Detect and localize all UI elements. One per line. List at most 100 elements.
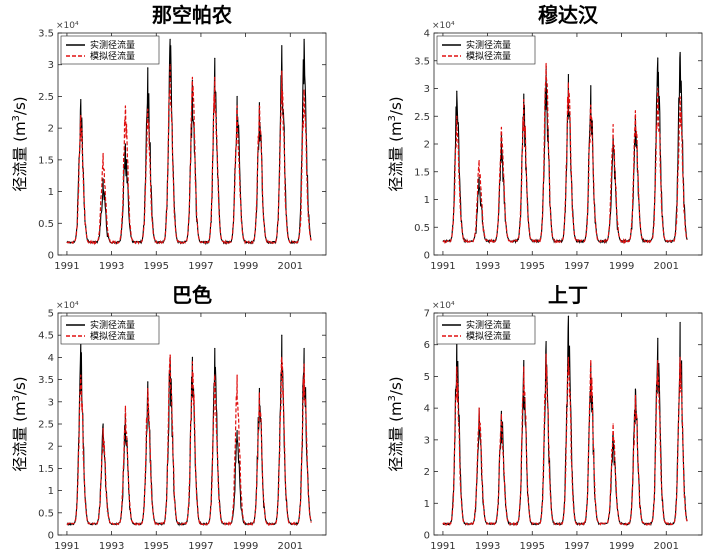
simulated-peak-point xyxy=(80,374,82,376)
y-tick-label: 0.5 xyxy=(38,219,54,230)
y-tick-label: 2 xyxy=(48,442,54,453)
y-tick-label: 2.5 xyxy=(38,420,54,431)
y-tick-label: 1.5 xyxy=(38,155,54,166)
y-exponent-label: ×10⁴ xyxy=(432,301,455,311)
observed-peak-point xyxy=(478,176,480,178)
simulated-peak-point xyxy=(303,89,305,91)
observed-peak-point xyxy=(657,57,659,59)
y-tick-label: 5 xyxy=(48,309,54,320)
y-exponent-label: ×10⁴ xyxy=(432,21,455,31)
y-axis-label: 径流量 (m3/s) xyxy=(387,96,405,191)
legend-observed-label: 实测径流量 xyxy=(90,39,135,51)
observed-peak-point xyxy=(456,90,458,92)
observed-peak-point xyxy=(191,79,194,82)
y-tick-label: 1 xyxy=(48,187,54,198)
x-tick-label: 1997 xyxy=(188,261,213,272)
title-nakhon-phanom: 那空帕农 xyxy=(152,3,232,27)
simulated-peak-point xyxy=(545,353,547,355)
observed-peak-point xyxy=(303,347,305,350)
y-tick-label: 3 xyxy=(424,435,430,446)
simulated-peak-point xyxy=(169,354,171,356)
x-tick-label: 2001 xyxy=(278,541,303,552)
legend-box xyxy=(60,315,160,345)
x-tick-label: 1991 xyxy=(430,261,455,272)
simulated-peak-point xyxy=(124,105,127,107)
simulated-peak-point xyxy=(258,392,261,394)
simulated-series-line xyxy=(442,63,688,245)
simulated-series-line xyxy=(66,64,312,246)
plot-area xyxy=(433,32,703,256)
y-tick-label: 3 xyxy=(48,397,54,408)
simulated-peak-point xyxy=(567,356,570,358)
y-tick-label: 2.5 xyxy=(414,112,430,123)
simulated-peak-point xyxy=(214,76,216,78)
simulated-peak-point xyxy=(612,423,614,425)
legend-simulated-label: 模拟径流量 xyxy=(466,50,511,62)
y-exponent-label: ×10⁴ xyxy=(56,301,79,311)
observed-peak-point xyxy=(236,430,238,432)
simulated-peak-point xyxy=(169,64,171,66)
y-tick-label: 3.5 xyxy=(38,375,54,386)
legend-observed-label: 实测径流量 xyxy=(466,319,511,331)
x-tick-label: 1993 xyxy=(475,541,500,552)
observed-peak-point xyxy=(102,178,104,180)
simulated-peak-point xyxy=(456,366,458,368)
observed-peak-point xyxy=(236,95,238,98)
y-tick-label: 2 xyxy=(424,467,430,478)
x-tick-label: 2001 xyxy=(654,541,679,552)
y-axis-label: 径流量 (m3/s) xyxy=(387,376,405,471)
y-axis-label: 径流量 (m3/s) xyxy=(11,376,29,471)
y-tick-label: 0.5 xyxy=(414,223,430,234)
x-tick-label: 1991 xyxy=(54,541,79,552)
observed-peak-point xyxy=(258,102,261,104)
observed-peak-point xyxy=(634,388,637,390)
observed-peak-point xyxy=(500,410,503,412)
simulated-peak-point xyxy=(147,387,149,390)
y-axis-label: 径流量 (m3/s) xyxy=(11,96,29,191)
simulated-peak-point xyxy=(590,359,592,362)
legend-box xyxy=(436,315,536,345)
simulated-peak-point xyxy=(567,82,570,84)
x-tick-label: 1999 xyxy=(609,261,634,272)
simulated-peak-point xyxy=(191,76,194,78)
y-tick-label: 0 xyxy=(424,251,430,262)
simulated-peak-point xyxy=(590,104,592,106)
simulated-peak-point xyxy=(545,62,547,65)
simulated-peak-point xyxy=(478,160,480,162)
simulated-peak-point xyxy=(456,115,458,117)
y-tick-label: 1 xyxy=(424,195,430,206)
y-tick-label: 1 xyxy=(48,486,54,497)
x-tick-label: 1997 xyxy=(188,541,213,552)
legend-simulated-label: 模拟径流量 xyxy=(90,50,135,62)
simulated-peak-point xyxy=(102,427,104,430)
observed-peak-point xyxy=(567,315,570,317)
simulated-peak-point xyxy=(281,356,283,358)
observed-peak-point xyxy=(679,51,681,54)
y-tick-label: 4.5 xyxy=(38,331,54,342)
legend-observed-label: 实测径流量 xyxy=(90,319,135,331)
y-tick-label: 4 xyxy=(424,404,430,415)
simulated-peak-point xyxy=(634,110,637,112)
simulated-peak-point xyxy=(612,123,614,126)
simulated-series-line xyxy=(66,354,312,527)
observed-peak-point xyxy=(147,67,149,69)
y-tick-label: 0 xyxy=(424,531,430,542)
x-tick-label: 1997 xyxy=(564,261,589,272)
y-tick-label: 2 xyxy=(424,140,430,151)
simulated-peak-point xyxy=(679,96,681,98)
x-tick-label: 2001 xyxy=(278,261,303,272)
legend-observed-label: 实测径流量 xyxy=(466,39,511,51)
simulated-peak-point xyxy=(634,394,637,397)
x-tick-label: 2001 xyxy=(654,261,679,272)
observed-peak-point xyxy=(102,423,104,425)
observed-peak-point xyxy=(80,99,82,101)
observed-peak-point xyxy=(523,93,525,95)
y-tick-label: 6 xyxy=(424,340,430,351)
observed-peak-point xyxy=(545,340,547,343)
title-stung-treng: 上丁 xyxy=(548,283,588,307)
x-tick-label: 1993 xyxy=(475,261,500,272)
observed-peak-point xyxy=(303,38,305,40)
y-tick-label: 2.5 xyxy=(38,92,54,103)
y-tick-label: 3.5 xyxy=(414,56,430,67)
